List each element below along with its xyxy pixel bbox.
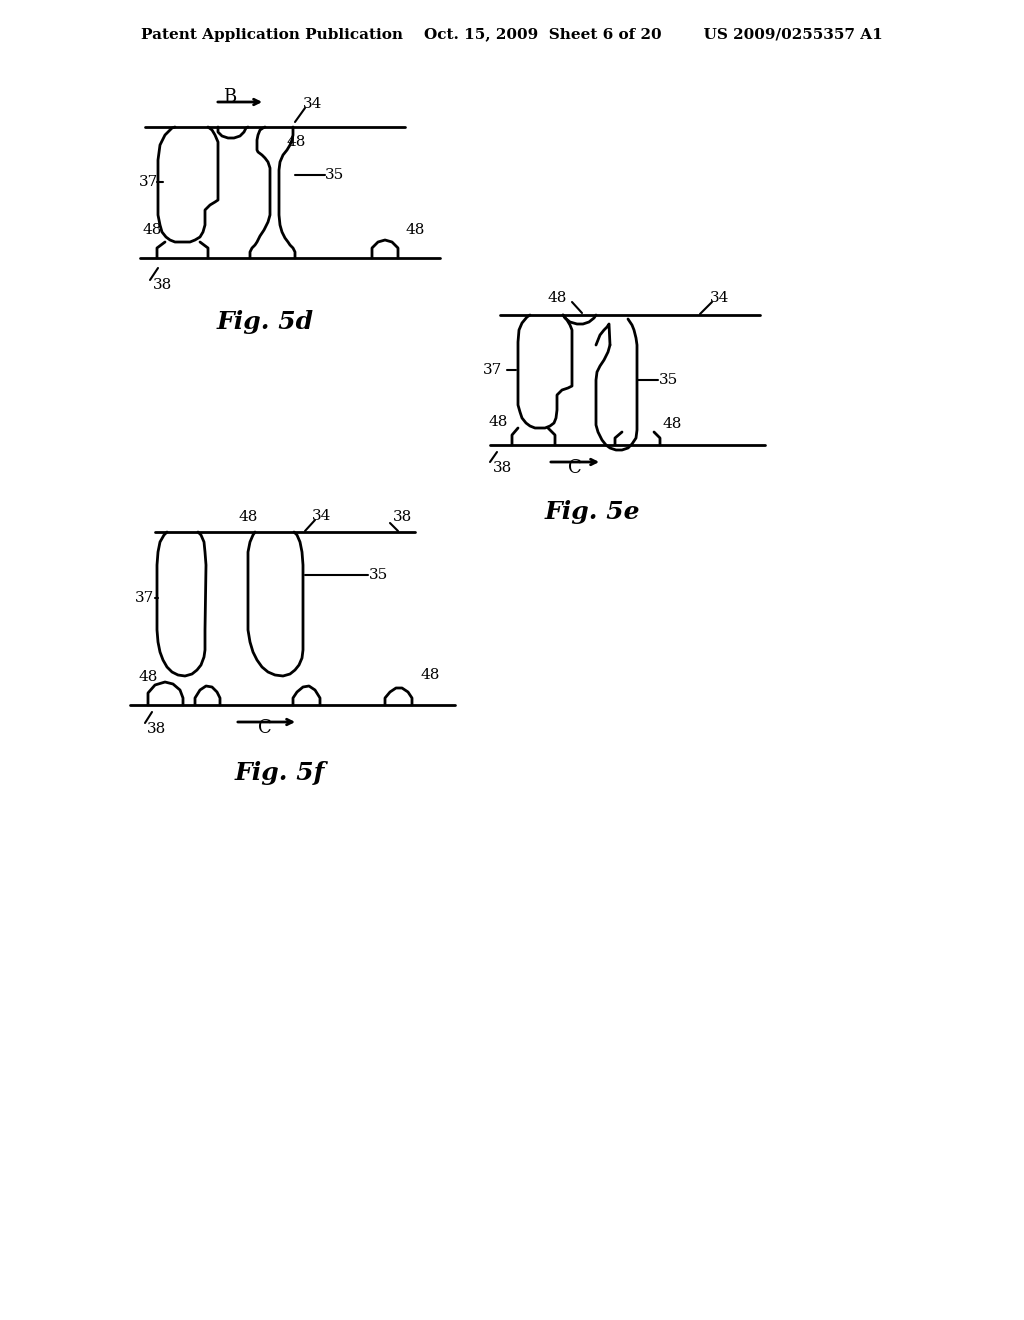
Text: 48: 48 (547, 290, 566, 305)
Text: Fig. 5f: Fig. 5f (234, 762, 326, 785)
Text: 48: 48 (663, 417, 682, 432)
Text: 38: 38 (153, 279, 172, 292)
Text: Fig. 5e: Fig. 5e (544, 500, 640, 524)
Text: 34: 34 (711, 290, 730, 305)
Text: 38: 38 (393, 510, 413, 524)
Text: 35: 35 (326, 168, 345, 182)
Text: 37: 37 (483, 363, 503, 378)
Text: 35: 35 (658, 374, 678, 387)
Text: C: C (568, 459, 582, 477)
Text: 37: 37 (138, 176, 158, 189)
Text: 38: 38 (493, 461, 512, 475)
Text: B: B (223, 88, 237, 106)
Text: 48: 48 (287, 135, 306, 149)
Text: 48: 48 (138, 671, 158, 684)
Text: 38: 38 (147, 722, 167, 737)
Text: 48: 48 (142, 223, 162, 238)
Text: 48: 48 (239, 510, 258, 524)
Text: 34: 34 (312, 510, 332, 523)
Text: 48: 48 (488, 414, 508, 429)
Text: 34: 34 (303, 96, 323, 111)
Text: 37: 37 (135, 591, 155, 605)
Text: Patent Application Publication    Oct. 15, 2009  Sheet 6 of 20        US 2009/02: Patent Application Publication Oct. 15, … (141, 28, 883, 42)
Text: C: C (258, 719, 272, 737)
Text: 48: 48 (406, 223, 425, 238)
Text: 35: 35 (369, 568, 388, 582)
Text: Fig. 5d: Fig. 5d (216, 310, 313, 334)
Text: 48: 48 (420, 668, 439, 682)
